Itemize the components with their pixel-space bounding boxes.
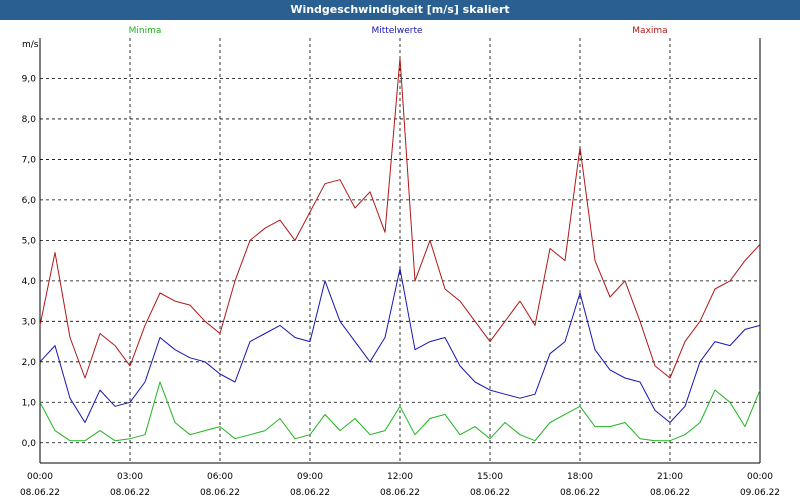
x-tick-time-label: 09:00 xyxy=(297,472,323,482)
x-tick-time-label: 03:00 xyxy=(117,472,143,482)
x-tick-time-label: 18:00 xyxy=(567,472,593,482)
y-tick-label: 6,0 xyxy=(22,196,37,206)
series-line-maxima xyxy=(39,57,761,379)
x-tick-date-label: 08.06.22 xyxy=(110,488,150,498)
y-tick-label: 5,0 xyxy=(22,236,37,246)
chart-title: Windgeschwindigkeit [m/s] skaliert xyxy=(0,0,800,20)
y-axis-label: m/s xyxy=(22,40,39,50)
legend-entry-minima: Minima xyxy=(129,26,162,36)
x-tick-time-label: 00:00 xyxy=(27,472,53,482)
series-line-minima xyxy=(39,381,761,442)
legend: Minima Mittelwerte Maxima xyxy=(129,26,668,36)
x-tick-date-label: 08.06.22 xyxy=(650,488,690,498)
y-tick-label: 7,0 xyxy=(22,155,37,165)
y-tick-label: 9,0 xyxy=(22,74,37,84)
series-line-mittelwerte xyxy=(39,268,761,423)
plot-frame xyxy=(39,38,761,464)
x-tick-date-label: 08.06.22 xyxy=(290,488,330,498)
y-tick-label: 4,0 xyxy=(22,277,37,287)
y-axis-ticks: 0,0 1,0 2,0 3,0 4,0 5,0 6,0 7,0 8,0 9,0 xyxy=(22,74,37,448)
y-tick-label: 3,0 xyxy=(22,317,37,327)
x-tick-date-label: 08.06.22 xyxy=(20,488,60,498)
x-tick-time-label: 21:00 xyxy=(657,472,683,482)
y-tick-label: 1,0 xyxy=(22,398,37,408)
legend-entry-mittelwerte: Mittelwerte xyxy=(371,26,422,36)
wind-speed-line-chart: m/s Minima Mittelwerte Maxima 0,0 1,0 2,0 3,0… xyxy=(20,26,780,498)
x-tick-date-label: 08.06.22 xyxy=(200,488,240,498)
x-tick-date-label: 08.06.22 xyxy=(560,488,600,498)
legend-entry-maxima: Maxima xyxy=(632,26,667,36)
x-axis-ticks: 00:00 08.06.22 03:00 08.06.22 06:00 08.06.22 0… xyxy=(20,472,780,498)
x-tick-time-label: 00:00 xyxy=(747,472,773,482)
y-tick-label: 0,0 xyxy=(22,439,37,449)
x-tick-time-label: 06:00 xyxy=(207,472,233,482)
x-tick-date-label: 09.06.22 xyxy=(740,488,780,498)
x-tick-date-label: 08.06.22 xyxy=(380,488,420,498)
y-tick-label: 2,0 xyxy=(22,358,37,368)
x-tick-time-label: 15:00 xyxy=(477,472,503,482)
x-tick-time-label: 12:00 xyxy=(387,472,413,482)
y-tick-label: 8,0 xyxy=(22,115,37,125)
series-lines xyxy=(39,57,761,442)
x-tick-date-label: 08.06.22 xyxy=(470,488,510,498)
chart-area: m/s Minima Mittelwerte Maxima 0,0 1,0 2,0 3,0… xyxy=(0,20,800,500)
grid xyxy=(40,38,760,463)
